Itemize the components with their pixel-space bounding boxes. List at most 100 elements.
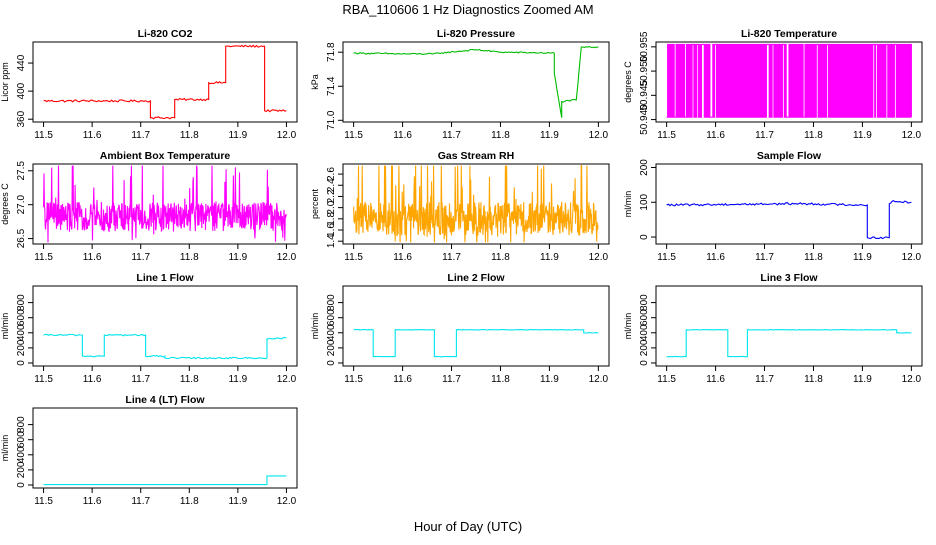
x-tick-label: 11.9 xyxy=(540,130,559,141)
y-axis-label: ml/min xyxy=(0,313,10,340)
y-tick-label: 360 xyxy=(16,110,27,127)
y-tick-label: 2.4 xyxy=(326,178,337,192)
x-tick-label: 12.0 xyxy=(277,496,297,507)
x-tick-label: 11.6 xyxy=(83,252,102,263)
x-tick-label: 11.8 xyxy=(491,252,510,263)
x-tick-label: 11.6 xyxy=(706,374,725,385)
panel-title: Line 3 Flow xyxy=(760,272,818,284)
y-axis-label: degrees C xyxy=(0,183,10,225)
x-tick-label: 11.8 xyxy=(180,374,199,385)
x-tick-label: 11.9 xyxy=(228,130,247,141)
x-tick-label: 11.8 xyxy=(180,496,199,507)
y-tick-label: 0 xyxy=(16,482,27,488)
x-tick-label: 11.8 xyxy=(180,252,199,263)
x-tick-label: 11.8 xyxy=(804,130,823,141)
y-tick-label: 71.4 xyxy=(326,76,337,96)
y-tick-label: 0 xyxy=(326,360,337,366)
panel-4: Ambient Box Temperature degrees C 11.5 11.6… xyxy=(0,150,298,263)
series-line xyxy=(666,200,912,240)
x-tick-label: 11.6 xyxy=(83,496,102,507)
x-tick-label: 11.5 xyxy=(657,374,676,385)
y-tick-label: 0 xyxy=(639,234,650,240)
panel-5: Gas Stream RH percent 11.5 11.6 11.7 11.8 11.9… xyxy=(310,150,610,263)
y-tick-label: 600 xyxy=(16,431,27,448)
panel-frame xyxy=(655,163,923,245)
x-tick-label: 11.8 xyxy=(180,130,199,141)
x-tick-label: 12.0 xyxy=(589,130,609,141)
x-tick-label: 11.5 xyxy=(34,374,53,385)
x-tick-label: 11.5 xyxy=(657,130,676,141)
x-tick-label: 11.6 xyxy=(706,130,725,141)
y-tick-label: 50.950 xyxy=(639,55,650,86)
panel-title: Li-820 Pressure xyxy=(437,28,515,40)
y-tick-label: 600 xyxy=(16,309,27,326)
x-axis-label: Hour of Day (UTC) xyxy=(414,519,522,534)
x-tick-label: 12.0 xyxy=(277,252,297,263)
panel-title: Ambient Box Temperature xyxy=(100,150,231,162)
y-tick-label: 200 xyxy=(326,339,337,356)
y-tick-label: 440 xyxy=(16,54,27,71)
panel-frame xyxy=(655,285,923,367)
panel-title: Line 1 Flow xyxy=(136,272,194,284)
y-tick-label: 800 xyxy=(16,416,27,433)
x-tick-label: 12.0 xyxy=(277,374,297,385)
x-tick-label: 11.6 xyxy=(83,130,102,141)
panel-title: Li-820 Temperature xyxy=(741,28,837,40)
y-tick-label: 0 xyxy=(16,360,27,366)
x-tick-label: 11.5 xyxy=(34,252,53,263)
series-line xyxy=(353,328,599,358)
panel-frame xyxy=(342,41,610,123)
panel-frame xyxy=(32,285,298,367)
panel-3: Li-820 Temperature degrees C 11.5 11.6 11.7 1… xyxy=(623,28,923,141)
x-tick-label: 12.0 xyxy=(902,252,922,263)
y-tick-label: 800 xyxy=(639,294,650,311)
x-tick-label: 11.9 xyxy=(540,374,559,385)
y-tick-label: 100 xyxy=(639,193,650,210)
panel-title: Line 2 Flow xyxy=(447,272,505,284)
y-tick-label: 400 xyxy=(16,82,27,99)
panel-frame xyxy=(32,163,298,245)
y-tick-label: 26.5 xyxy=(16,228,27,248)
panel-8: Line 2 Flow ml/min 11.5 11.6 11.7 11.8 11.9 12.… xyxy=(310,272,610,385)
x-tick-label: 11.7 xyxy=(442,252,461,263)
series-line xyxy=(43,475,287,486)
y-tick-label: 800 xyxy=(16,294,27,311)
x-tick-label: 11.7 xyxy=(442,130,461,141)
series-line xyxy=(666,329,912,358)
x-tick-label: 11.9 xyxy=(540,252,559,263)
x-tick-label: 11.7 xyxy=(131,130,150,141)
series-line xyxy=(43,165,287,243)
y-tick-label: 800 xyxy=(326,294,337,311)
x-tick-label: 11.7 xyxy=(131,252,150,263)
y-tick-label: 50.940 xyxy=(639,104,650,135)
y-axis-label: ml/min xyxy=(623,313,633,340)
x-tick-label: 11.9 xyxy=(228,496,247,507)
x-tick-label: 11.7 xyxy=(131,496,150,507)
x-tick-label: 11.7 xyxy=(131,374,150,385)
x-tick-label: 12.0 xyxy=(902,374,922,385)
y-tick-label: 2.6 xyxy=(326,167,337,181)
panel-title: Sample Flow xyxy=(757,150,822,162)
y-tick-label: 200 xyxy=(639,159,650,176)
x-tick-label: 11.7 xyxy=(755,130,774,141)
x-tick-label: 11.9 xyxy=(853,252,872,263)
y-tick-label: 71.8 xyxy=(326,42,337,62)
x-tick-label: 11.7 xyxy=(755,374,774,385)
x-tick-label: 11.5 xyxy=(34,130,53,141)
y-axis-label: kPa xyxy=(310,74,320,90)
x-tick-label: 12.0 xyxy=(589,252,609,263)
x-tick-label: 11.5 xyxy=(34,496,53,507)
figure-title: RBA_110606 1 Hz Diagnostics Zoomed AM xyxy=(342,2,593,17)
x-tick-label: 11.6 xyxy=(393,130,412,141)
y-tick-label: 400 xyxy=(16,324,27,341)
x-tick-label: 11.9 xyxy=(228,252,247,263)
y-axis-label: Licor ppm xyxy=(0,62,10,102)
y-tick-label: 1.8 xyxy=(326,211,337,225)
y-tick-label: 27.5 xyxy=(16,161,27,181)
y-tick-label: 400 xyxy=(639,324,650,341)
x-tick-label: 11.6 xyxy=(393,374,412,385)
series-line xyxy=(353,165,599,243)
panel-frame xyxy=(32,41,298,123)
